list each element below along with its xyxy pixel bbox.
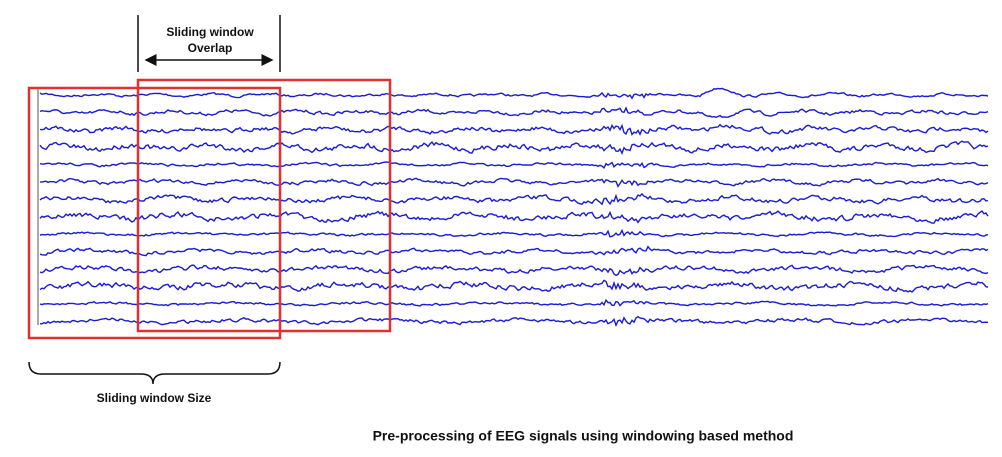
eeg-trace: [39, 87, 989, 100]
overlap-label: Sliding window: [166, 25, 254, 39]
size-brace: [28, 361, 281, 385]
eeg-trace: [39, 228, 989, 238]
window-1: [27, 86, 282, 340]
eeg-trace: [39, 279, 989, 293]
eeg-trace: [39, 161, 989, 170]
window-2: [136, 78, 392, 333]
eeg-trace: [39, 315, 989, 328]
eeg-trace: [39, 177, 989, 188]
eeg-trace: [39, 123, 989, 136]
eeg-trace: [39, 264, 989, 277]
eeg-traces: [39, 87, 989, 328]
eeg-trace: [39, 140, 989, 155]
eeg-trace: [39, 106, 989, 119]
eeg-trace: [39, 298, 989, 307]
size-label: Sliding window Size: [97, 391, 212, 405]
eeg-trace: [39, 245, 989, 257]
overlap-label: Overlap: [188, 41, 233, 55]
eeg-trace: [39, 192, 989, 206]
eeg-trace: [39, 210, 989, 224]
caption: Pre-processing of EEG signals using wind…: [373, 428, 794, 444]
